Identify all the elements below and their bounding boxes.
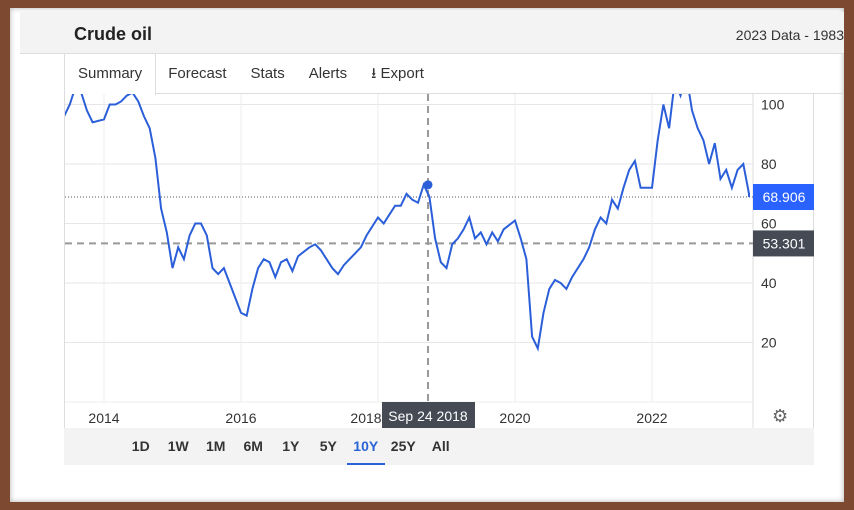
hover-point (423, 180, 433, 190)
x-tick-label: 2014 (88, 410, 119, 426)
tab-export[interactable]: ⭳ Export (359, 54, 436, 93)
page: Crude oil 2023 Data - 1983 Summary Forec… (10, 8, 844, 502)
last-value-label: 68.906 (763, 189, 806, 205)
price-chart[interactable]: 20 40 60 80 100 2014 2016 2018 2020 2022 68.906 53.… (65, 94, 815, 428)
crosshair-value-badge (753, 230, 814, 257)
tab-stats[interactable]: Stats (250, 65, 285, 82)
range-all[interactable]: All (431, 438, 450, 454)
data-range-label: 2023 Data - 1983 (735, 27, 844, 43)
header: Crude oil 2023 Data - 1983 (20, 12, 844, 54)
y-tick-label: 80 (761, 156, 777, 172)
gear-icon[interactable]: ⚙ (772, 406, 789, 426)
last-value-badge (753, 184, 814, 211)
range-1y[interactable]: 1Y (282, 438, 300, 454)
tab-forecast[interactable]: Forecast (168, 65, 227, 82)
tab-summary[interactable]: Summary (64, 54, 157, 95)
range-1w[interactable]: 1W (167, 438, 189, 454)
export-label: Export (380, 65, 424, 82)
range-25y[interactable]: 25Y (390, 438, 416, 454)
price-line (65, 94, 750, 352)
x-tick-label: 2020 (499, 410, 530, 426)
page-title: Crude oil (74, 24, 153, 44)
y-tick-label: 100 (761, 97, 785, 113)
range-6m[interactable]: 6M (243, 438, 263, 454)
crosshair-value-label: 53.301 (763, 235, 806, 251)
tab-bar: Summary Forecast Stats Alerts ⭳ Export (64, 54, 844, 95)
crosshair-date-label: Sep 24 2018 (388, 408, 468, 424)
range-1m[interactable]: 1M (206, 438, 226, 454)
x-tick-label: 2018 (350, 410, 381, 426)
x-tick-label: 2016 (225, 410, 256, 426)
x-tick-label: 2022 (636, 410, 667, 426)
chart-container: 20 40 60 80 100 2014 2016 2018 2020 2022 68.906 53.… (64, 94, 814, 465)
range-5y[interactable]: 5Y (319, 438, 337, 454)
range-1d[interactable]: 1D (131, 438, 150, 454)
crosshair-date-badge (381, 402, 475, 428)
tab-alerts[interactable]: Alerts (308, 65, 348, 82)
range-10y[interactable]: 10Y (347, 428, 385, 465)
y-tick-label: 40 (761, 275, 777, 291)
y-tick-label: 20 (761, 335, 777, 351)
range-selector: 1D 1W 1M 6M 1Y 5Y 10Y 25Y All (64, 428, 814, 465)
y-tick-label: 60 (761, 216, 777, 232)
download-icon: ⭳ (371, 65, 377, 82)
